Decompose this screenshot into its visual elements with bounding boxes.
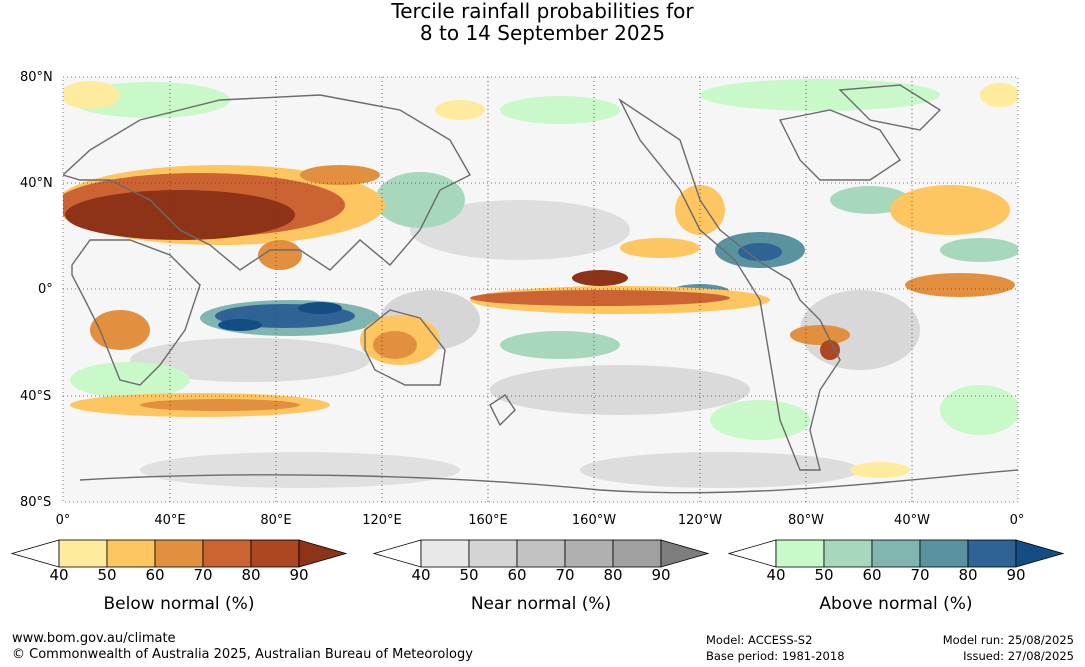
below-tick: 60 xyxy=(145,566,165,584)
near-tick: 70 xyxy=(555,566,575,584)
coastlines xyxy=(63,84,1018,494)
lon-label-0-west: 0° xyxy=(55,513,71,528)
above-colorbar-segment xyxy=(823,539,873,568)
lat-label-0: 0° xyxy=(38,282,53,297)
near-colorbar-segment xyxy=(564,539,614,568)
map-title-line-2: 8 to 14 September 2025 xyxy=(419,21,666,45)
above-colorbar-segment xyxy=(871,539,921,568)
near-tick: 60 xyxy=(507,566,527,584)
footer-copyright: © Commonwealth of Australia 2025, Austra… xyxy=(12,647,473,662)
footer-model: Model: ACCESS-S2 xyxy=(706,633,813,647)
above-tick: 70 xyxy=(910,566,930,584)
lat-label-80n: 80°N xyxy=(20,70,53,85)
colorbar-near-label: Near normal (%) xyxy=(470,594,612,614)
near-colorbar-under-triangle xyxy=(372,539,422,568)
below-colorbar-segment xyxy=(106,539,156,568)
near-colorbar-segment xyxy=(420,539,470,568)
above-colorbar-segment xyxy=(775,539,825,568)
above-tick: 90 xyxy=(1006,566,1026,584)
near-colorbar-over-triangle xyxy=(660,539,710,568)
near-tick: 80 xyxy=(603,566,623,584)
footer-model-run: Model run: 25/08/2025 xyxy=(942,633,1074,647)
below-colorbar-under-triangle xyxy=(10,539,60,568)
lon-label-160w: 160°W xyxy=(571,513,617,528)
above-colorbar-under-triangle xyxy=(727,539,777,568)
lat-label-40s: 40°S xyxy=(20,389,52,404)
below-colorbar-over-triangle xyxy=(298,539,348,568)
below-tick: 40 xyxy=(49,566,69,584)
near-tick: 40 xyxy=(411,566,431,584)
lon-label-80w: 80°W xyxy=(788,513,824,528)
below-tick: 70 xyxy=(193,566,213,584)
lon-label-40e: 40°E xyxy=(154,513,186,528)
above-tick: 40 xyxy=(766,566,786,584)
above-tick: 50 xyxy=(814,566,834,584)
near-tick: 50 xyxy=(459,566,479,584)
below-tick: 50 xyxy=(97,566,117,584)
near-colorbar-segment xyxy=(516,539,566,568)
lon-label-120e: 120°E xyxy=(362,513,402,528)
lat-label-40n: 40°N xyxy=(20,176,53,191)
above-colorbar-segment xyxy=(919,539,969,568)
lon-label-0-east: 0° xyxy=(1009,513,1025,528)
below-colorbar-segment xyxy=(58,539,108,568)
below-tick: 80 xyxy=(241,566,261,584)
graticule xyxy=(63,77,1018,502)
footer-base-period: Base period: 1981-2018 xyxy=(706,649,845,663)
map-field xyxy=(63,77,1018,502)
near-colorbar-segment xyxy=(612,539,662,568)
colorbar-above-label: Above normal (%) xyxy=(819,594,973,614)
near-tick: 90 xyxy=(651,566,671,584)
lon-label-40w: 40°W xyxy=(894,513,930,528)
lat-label-80s: 80°S xyxy=(20,495,52,510)
lon-label-160e: 160°E xyxy=(468,513,508,528)
above-tick: 80 xyxy=(958,566,978,584)
footer-issued: Issued: 27/08/2025 xyxy=(963,649,1074,663)
below-colorbar-segment xyxy=(202,539,252,568)
above-colorbar-segment xyxy=(967,539,1017,568)
colorbar-below-label: Below normal (%) xyxy=(103,594,255,614)
footer-url: www.bom.gov.au/climate xyxy=(12,631,176,646)
lon-label-80e: 80°E xyxy=(260,513,292,528)
above-colorbar-over-triangle xyxy=(1015,539,1065,568)
near-colorbar-segment xyxy=(468,539,518,568)
below-colorbar-segment xyxy=(154,539,204,568)
below-tick: 90 xyxy=(289,566,309,584)
lon-label-120w: 120°W xyxy=(677,513,723,528)
map-title-line-1: Tercile rainfall probabilities for xyxy=(391,0,694,23)
above-tick: 60 xyxy=(862,566,882,584)
below-colorbar-segment xyxy=(250,539,300,568)
